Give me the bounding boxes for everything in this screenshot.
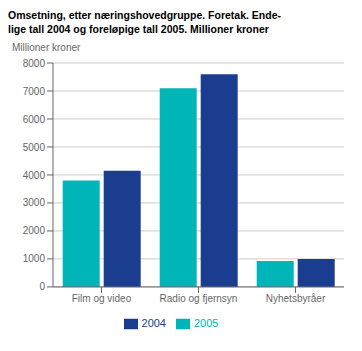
svg-text:6000: 6000 (23, 114, 46, 125)
svg-text:Nyhetsbyråer: Nyhetsbyråer (266, 293, 326, 304)
svg-text:3000: 3000 (23, 197, 46, 208)
html-text:2004: 2004 (141, 316, 166, 329)
html-text:lige tall 2004 og foreløpige t: lige tall 2004 og foreløpige tall 2005. … (8, 23, 269, 35)
svg-text:Film og video: Film og video (72, 293, 132, 304)
svg-text:1000: 1000 (23, 253, 46, 264)
html-text:Millioner kroner: Millioner kroner (12, 42, 81, 53)
svg-text:Radio og fjernsyn: Radio og fjernsyn (160, 293, 238, 304)
svg-text:5000: 5000 (23, 142, 46, 153)
svg-text:0: 0 (39, 281, 45, 292)
svg-text:2000: 2000 (23, 225, 46, 236)
html-text:Omsetning, etter næringshovedg: Omsetning, etter næringshovedgruppe. For… (8, 9, 281, 21)
svg-text:8000: 8000 (23, 58, 46, 69)
svg-text:4000: 4000 (23, 170, 46, 181)
html-text:2005: 2005 (194, 316, 219, 329)
svg-text:7000: 7000 (23, 86, 46, 97)
